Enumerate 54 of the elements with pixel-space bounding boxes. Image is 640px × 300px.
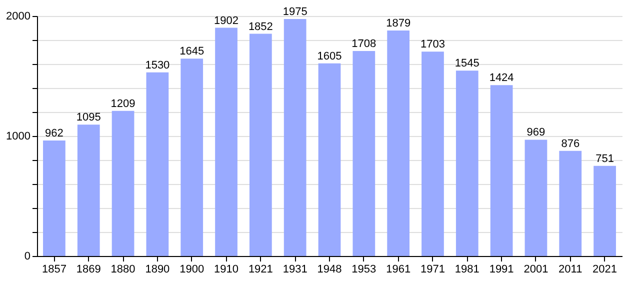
bar <box>77 124 100 256</box>
bar <box>387 30 410 256</box>
bar <box>146 72 169 256</box>
data-label: 1424 <box>489 72 514 84</box>
bar <box>215 28 238 256</box>
data-label: 1852 <box>248 20 273 33</box>
data-label: 969 <box>526 126 546 139</box>
x-tick-label: 1900 <box>180 264 204 276</box>
x-tick-label: 1991 <box>489 264 514 276</box>
data-label: 876 <box>561 138 580 150</box>
x-tick-label: 1869 <box>76 264 101 276</box>
x-tick-label: 1981 <box>454 264 480 276</box>
bar <box>249 34 272 256</box>
bar <box>43 140 66 256</box>
data-label: 1902 <box>214 14 239 27</box>
x-tick-label: 1948 <box>317 264 342 276</box>
x-tick-label: 1910 <box>214 264 239 276</box>
data-label: 1975 <box>282 6 308 18</box>
data-label: 1605 <box>317 50 342 62</box>
x-tick-label: 1857 <box>42 264 66 276</box>
x-tick-label: 1971 <box>420 264 445 276</box>
bar <box>490 85 513 256</box>
x-tick-label: 2001 <box>524 264 548 276</box>
data-label: 1645 <box>180 46 204 58</box>
x-tick-label: 2011 <box>558 264 582 276</box>
data-label: 1545 <box>454 58 480 70</box>
bar <box>180 58 204 256</box>
y-tick-label: 2000 <box>6 10 30 22</box>
x-tick-label: 1921 <box>248 264 273 276</box>
bar <box>352 51 376 256</box>
bar <box>112 110 134 256</box>
data-label: 962 <box>45 128 64 140</box>
x-tick-label: 1880 <box>110 264 136 276</box>
bar <box>422 52 444 256</box>
x-tick-label: 1953 <box>352 264 376 276</box>
data-label: 1209 <box>110 98 136 110</box>
bar <box>284 19 306 256</box>
x-tick-label: 1890 <box>145 264 170 276</box>
bar <box>318 63 341 256</box>
bar <box>559 150 582 256</box>
data-label: 1879 <box>386 18 411 30</box>
x-tick-label: 1931 <box>282 264 308 276</box>
x-tick-label: 2021 <box>592 264 618 276</box>
bar <box>524 140 548 256</box>
bar <box>456 70 478 256</box>
data-label: 1703 <box>420 38 445 51</box>
x-tick-label: 1961 <box>386 264 411 276</box>
data-label: 1095 <box>76 112 101 124</box>
data-label: 1708 <box>352 38 376 50</box>
data-label: 751 <box>596 152 614 165</box>
data-label: 1530 <box>145 59 170 72</box>
y-tick-label: 0 <box>24 250 30 262</box>
y-tick-label: 1000 <box>6 130 30 142</box>
bar <box>594 166 616 256</box>
